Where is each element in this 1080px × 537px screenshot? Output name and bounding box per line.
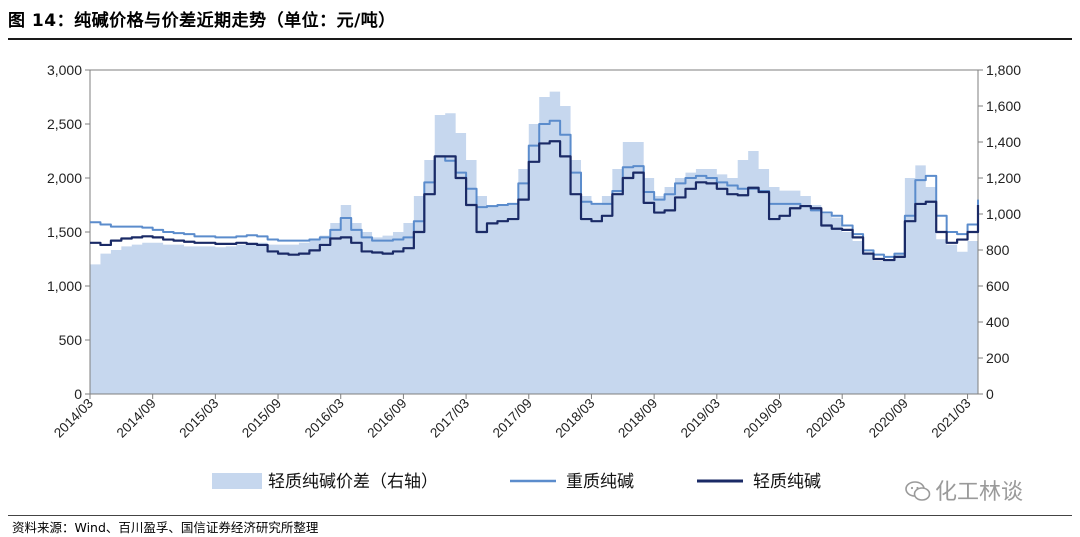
y-left-tick-label: 3,000 (47, 62, 82, 78)
watermark: 化工林谈 (905, 474, 1023, 506)
source-note: 资料来源：Wind、百川盈孚、国信证券经济研究所整理 (12, 520, 319, 535)
y-right-tick-label: 200 (986, 350, 1010, 366)
x-tick-label: 2019/03 (678, 396, 723, 441)
footer-divider (8, 515, 1072, 516)
series-line-light-soda (90, 140, 980, 262)
y-right-tick-label: 1,000 (986, 206, 1021, 222)
x-tick-label: 2015/09 (239, 396, 284, 441)
price-lines-layer (90, 119, 980, 262)
y-right-tick-label: 600 (986, 278, 1010, 294)
spread-area-layer (90, 91, 978, 394)
x-tick-label: 2018/09 (615, 396, 660, 441)
y-right-tick-label: 1,400 (986, 134, 1021, 150)
x-tick-label: 2019/09 (741, 396, 786, 441)
x-tick-label: 2017/09 (490, 396, 535, 441)
y-right-tick-label: 400 (986, 314, 1010, 330)
chart-title: 图 14：纯碱价格与价差近期走势（单位：元/吨） (8, 11, 396, 31)
watermark-text: 化工林谈 (935, 480, 1024, 505)
y-left-tick-label: 2,000 (47, 170, 82, 186)
x-tick-label: 2016/09 (364, 396, 409, 441)
y-right-tick-label: 1,200 (986, 170, 1021, 186)
series-line-heavy-soda (90, 119, 979, 258)
y-left-tick-label: 0 (74, 386, 82, 402)
y-left-tick-label: 500 (59, 332, 83, 348)
legend-label: 重质纯碱 (566, 472, 634, 491)
y-right-tick-label: 800 (986, 242, 1010, 258)
x-tick-label: 2018/03 (552, 396, 597, 441)
title-divider (8, 38, 1072, 40)
x-tick-label: 2015/03 (176, 396, 221, 441)
y-right-tick-label: 1,600 (986, 98, 1021, 114)
series-area-spread (90, 91, 978, 394)
y-right-tick-label: 0 (986, 386, 994, 402)
x-tick-label: 2021/03 (929, 396, 974, 441)
x-tick-label: 2016/03 (302, 396, 347, 441)
x-tick-label: 2020/03 (803, 396, 848, 441)
x-tick-label: 2020/09 (866, 396, 911, 441)
wechat-icon (905, 481, 931, 501)
y-left-tick-label: 1,000 (47, 278, 82, 294)
y-right-tick-label: 1,800 (986, 62, 1021, 78)
legend-label: 轻质纯碱价差（右轴） (268, 472, 438, 491)
x-tick-label: 2014/09 (114, 396, 159, 441)
legend: 轻质纯碱价差（右轴） 重质纯碱 轻质纯碱 (212, 472, 821, 491)
x-tick-label: 2017/03 (427, 396, 472, 441)
x-tick-label: 2014/03 (51, 396, 96, 441)
legend-label: 轻质纯碱 (753, 472, 821, 491)
legend-swatch-spread (212, 473, 262, 489)
y-left-tick-label: 1,500 (47, 224, 82, 240)
y-left-tick-label: 2,500 (47, 116, 82, 132)
